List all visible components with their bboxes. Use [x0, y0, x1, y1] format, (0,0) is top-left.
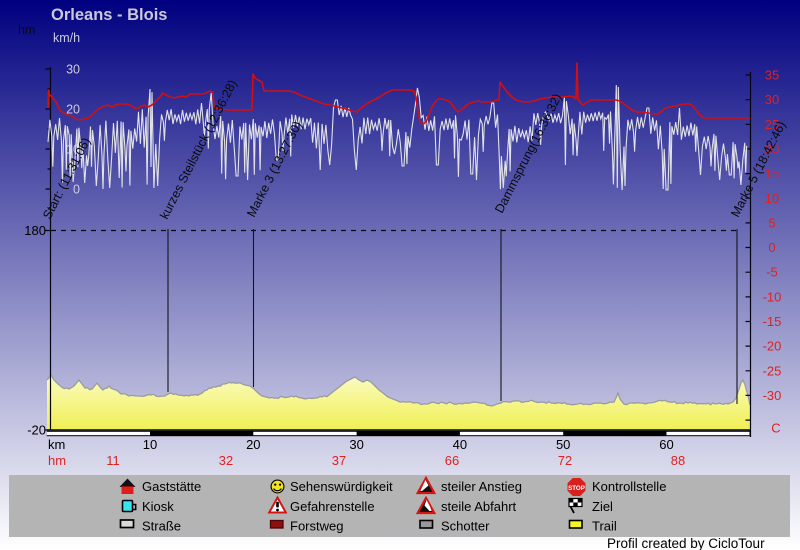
svg-text:Kiosk: Kiosk: [142, 499, 174, 514]
svg-text:10: 10: [143, 437, 157, 452]
svg-text:88: 88: [671, 453, 685, 468]
svg-text:Marke 5 (18:42:46): Marke 5 (18:42:46): [728, 119, 788, 219]
svg-text:0: 0: [768, 240, 775, 255]
svg-text:Gefahrenstelle: Gefahrenstelle: [290, 499, 375, 514]
svg-text:60: 60: [659, 437, 673, 452]
svg-text:25: 25: [765, 117, 779, 132]
svg-text:kurzes Steilstück (12:36:28): kurzes Steilstück (12:36:28): [157, 78, 240, 222]
svg-text:20: 20: [66, 103, 80, 117]
svg-text:Ziel: Ziel: [592, 499, 613, 514]
svg-text:15: 15: [765, 166, 779, 181]
svg-text:30: 30: [66, 63, 80, 77]
svg-text:steiler Anstieg: steiler Anstieg: [441, 479, 522, 494]
svg-text:steile Abfahrt: steile Abfahrt: [441, 499, 517, 514]
svg-text:Straße: Straße: [142, 519, 181, 534]
svg-text:Sehenswürdigkeit: Sehenswürdigkeit: [290, 479, 393, 494]
svg-text:STOP: STOP: [568, 485, 585, 492]
svg-text:20: 20: [765, 141, 779, 156]
svg-text:66: 66: [445, 453, 459, 468]
svg-text:10: 10: [765, 191, 779, 206]
svg-text:-20: -20: [763, 339, 782, 354]
svg-text:km/h: km/h: [53, 31, 80, 45]
svg-text:0: 0: [73, 183, 80, 197]
svg-text:11: 11: [106, 453, 120, 468]
svg-text:40: 40: [453, 437, 467, 452]
svg-text:35: 35: [765, 68, 779, 83]
svg-text:-30: -30: [763, 388, 782, 403]
svg-text:-15: -15: [763, 314, 782, 329]
svg-text:Forstweg: Forstweg: [290, 519, 343, 534]
svg-text:30: 30: [765, 92, 779, 107]
svg-text:-5: -5: [766, 265, 778, 280]
svg-text:-10: -10: [763, 289, 782, 304]
svg-text:20: 20: [246, 437, 260, 452]
svg-text:180: 180: [24, 223, 46, 238]
svg-text:Gaststätte: Gaststätte: [142, 479, 201, 494]
svg-text:32: 32: [219, 453, 233, 468]
svg-text:Schotter: Schotter: [441, 519, 490, 534]
svg-text:hm: hm: [48, 453, 66, 468]
svg-text:-20: -20: [27, 423, 46, 438]
svg-text:Profil created by CicloTour: Profil created by CicloTour: [607, 536, 765, 550]
svg-text:37: 37: [332, 453, 346, 468]
svg-text:C: C: [771, 421, 780, 436]
svg-text:Dammsprung(16:36:32): Dammsprung(16:36:32): [492, 91, 564, 215]
svg-text:72: 72: [558, 453, 572, 468]
svg-text:5: 5: [768, 215, 775, 230]
svg-text:Kontrollstelle: Kontrollstelle: [592, 479, 666, 494]
svg-text:Trail: Trail: [592, 519, 617, 534]
svg-text:50: 50: [556, 437, 570, 452]
svg-text:hm: hm: [18, 23, 35, 37]
svg-text:km: km: [48, 437, 65, 452]
svg-text:Orleans - Blois: Orleans - Blois: [51, 6, 167, 24]
svg-text:-25: -25: [763, 363, 782, 378]
svg-text:30: 30: [349, 437, 363, 452]
